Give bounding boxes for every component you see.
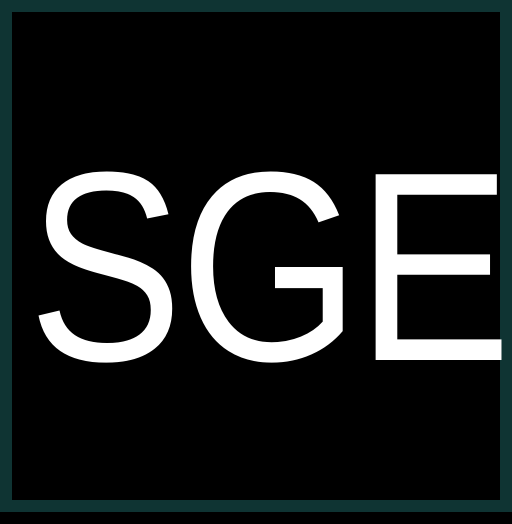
logo-text: SGE bbox=[27, 117, 511, 418]
logo-frame: SGE bbox=[0, 0, 512, 512]
